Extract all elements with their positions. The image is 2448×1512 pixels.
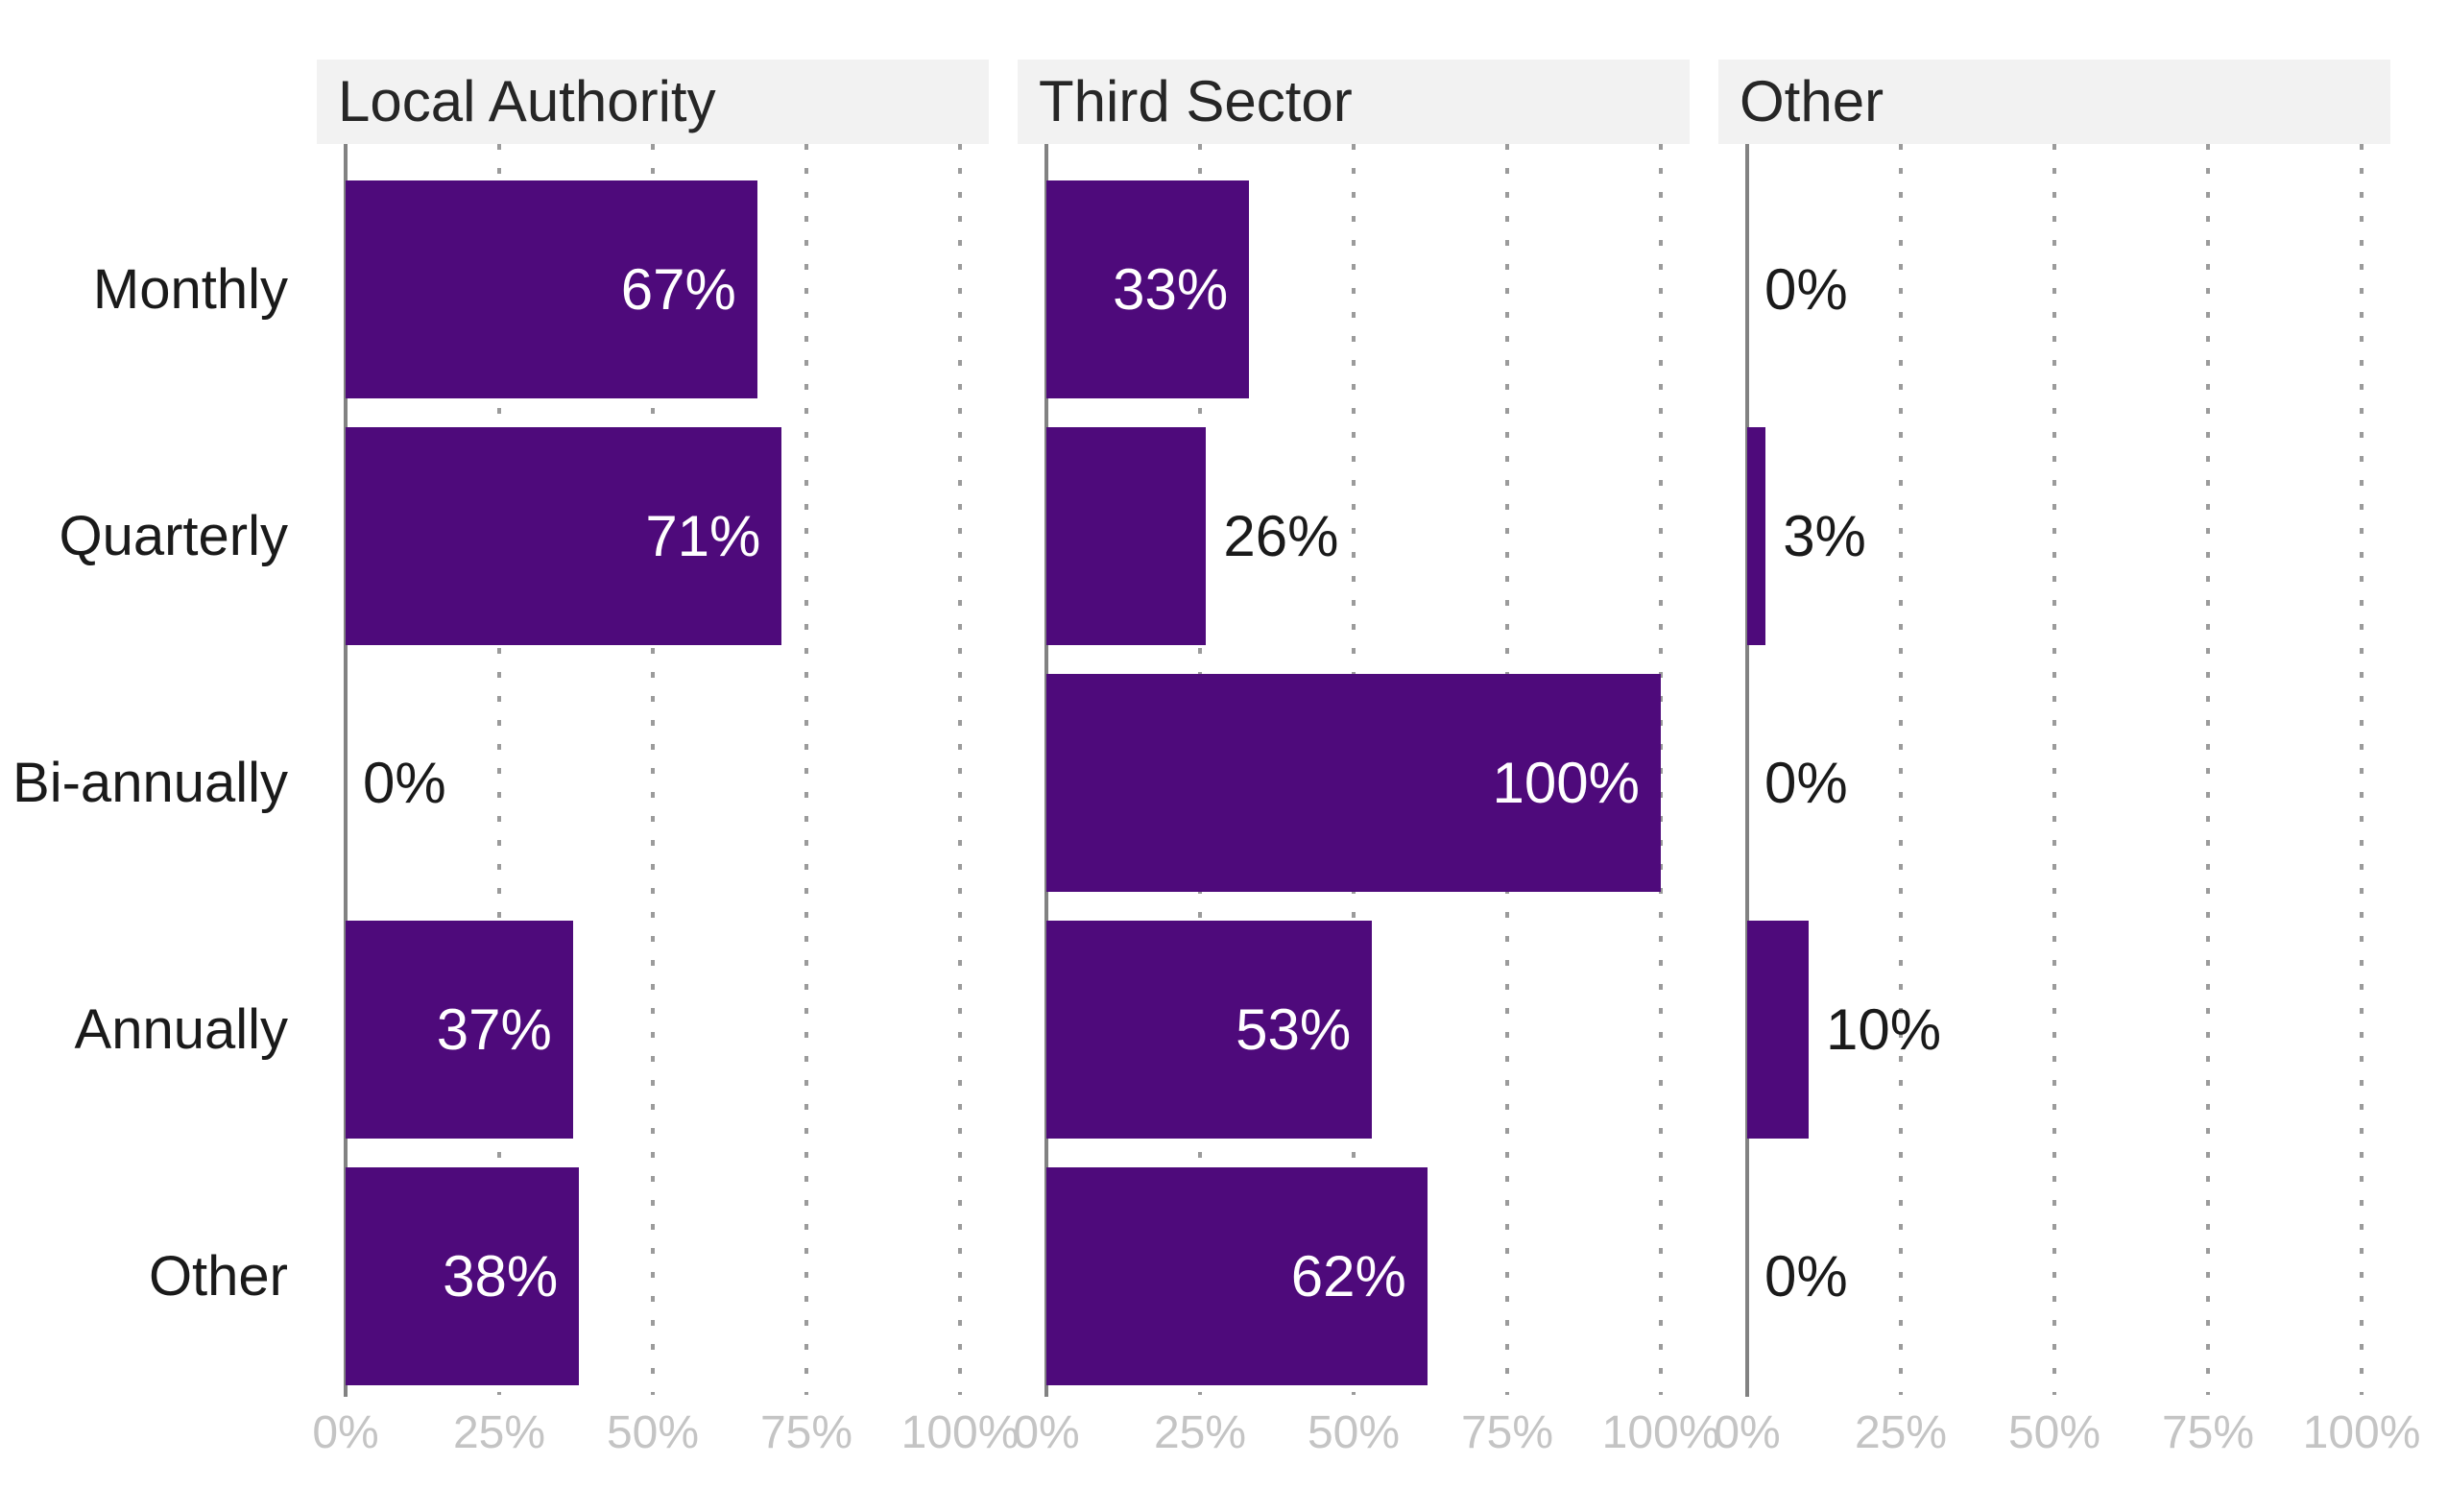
x-axis-ticks: 0% 25% 50% 75% 100%: [1013, 1387, 1719, 1476]
bar-row: 0%: [1747, 1153, 2362, 1400]
x-tick-label: 75%: [1460, 1407, 1554, 1458]
bar-row: 53%: [1046, 906, 1661, 1153]
x-tick-label: 0%: [1013, 1407, 1080, 1458]
gridline: [1659, 144, 1663, 1395]
bar-value-label: 33%: [1113, 256, 1229, 322]
bar: [1747, 921, 1809, 1139]
bar-value-label: 3%: [1783, 503, 1866, 568]
strip-title: Third Sector: [1039, 69, 1353, 133]
x-tick-label: 25%: [452, 1407, 546, 1458]
x-axis-ticks: 0% 25% 50% 75% 100%: [1714, 1387, 2420, 1476]
gridline: [2052, 144, 2056, 1395]
category-row: Annually: [0, 906, 317, 1153]
gridline: [651, 144, 655, 1395]
bar-value-label: 67%: [620, 256, 736, 322]
bar-value-label: 0%: [1764, 750, 1848, 815]
category-row: Other: [0, 1153, 317, 1400]
x-tick-label: 100%: [1601, 1407, 1720, 1458]
bar: [1046, 1167, 1428, 1385]
category-label: Bi-annually: [12, 751, 288, 814]
category-axis: Monthly Quarterly Bi-annually Annually Other: [0, 60, 317, 1512]
bar: [346, 180, 757, 398]
bar-row: 62%: [1046, 1153, 1661, 1400]
facet-strip: Local Authority: [317, 60, 989, 144]
bar-row: 38%: [346, 1153, 960, 1400]
bar-row: 37%: [346, 906, 960, 1153]
bar: [1046, 180, 1250, 398]
x-tick-label: 75%: [2161, 1407, 2255, 1458]
bar: [346, 1167, 580, 1385]
bar: [1046, 921, 1373, 1139]
bar-value-label: 62%: [1290, 1243, 1406, 1308]
category-label: Monthly: [92, 257, 288, 321]
bar: [1747, 427, 1766, 645]
x-tick-label: 25%: [1153, 1407, 1247, 1458]
x-axis-ticks: 0% 25% 50% 75% 100%: [312, 1387, 1019, 1476]
x-tick-label: 50%: [606, 1407, 700, 1458]
bar-row: 67%: [346, 166, 960, 413]
bar-value-label: 0%: [363, 750, 446, 815]
bar-value-label: 100%: [1492, 750, 1640, 815]
bar-value-label: 71%: [645, 503, 761, 568]
bar-row: 3%: [1747, 413, 2362, 660]
plot-area: 0% 3% 0% 10% 0%: [1718, 144, 2390, 1397]
gridline: [2206, 144, 2210, 1395]
axis-line: [1745, 144, 1749, 1397]
category-row: Monthly: [0, 166, 317, 413]
gridline: [958, 144, 962, 1395]
plot-area: 67% 71% 0% 37% 38%: [317, 144, 989, 1397]
facet-strip: Third Sector: [1018, 60, 1690, 144]
facet-panel: Local Authority 67% 71% 0% 37% 38% 0% 25% 50% 75%…: [312, 60, 1019, 1512]
bar: [1046, 427, 1207, 645]
facet-panels: Local Authority 67% 71% 0% 37% 38% 0% 25% 50% 75%…: [312, 60, 2420, 1512]
gridline: [804, 144, 808, 1395]
category-label: Quarterly: [59, 504, 288, 567]
bar: [346, 427, 782, 645]
bar-row: 100%: [1046, 660, 1661, 906]
category-label: Annually: [74, 997, 288, 1061]
bar-value-label: 0%: [1764, 1243, 1848, 1308]
category-label: Other: [148, 1244, 288, 1308]
category-row: Bi-annually: [0, 660, 317, 906]
bar-value-label: 37%: [436, 996, 552, 1062]
facet-panel: Other 0% 3% 0% 10% 0% 0% 25% 50% 75% 100%: [1714, 60, 2420, 1512]
bar-row: 26%: [1046, 413, 1661, 660]
facet-panel: Third Sector 33% 26% 100% 53% 62% 0% 25% 50% 75% 1…: [1013, 60, 1719, 1512]
category-row: Quarterly: [0, 413, 317, 660]
x-tick-label: 100%: [900, 1407, 1020, 1458]
bar-row: 0%: [346, 660, 960, 906]
bar-row: 0%: [1747, 660, 2362, 906]
axis-line: [344, 144, 348, 1397]
bar-row: 71%: [346, 413, 960, 660]
bar: [346, 921, 573, 1139]
x-tick-label: 75%: [759, 1407, 853, 1458]
x-tick-label: 0%: [1714, 1407, 1781, 1458]
gridline: [2360, 144, 2364, 1395]
strip-title: Local Authority: [338, 69, 716, 133]
bar-value-label: 0%: [1764, 256, 1848, 322]
bar-row: 10%: [1747, 906, 2362, 1153]
facet-strip: Other: [1718, 60, 2390, 144]
x-tick-label: 50%: [2007, 1407, 2101, 1458]
x-tick-label: 100%: [2302, 1407, 2421, 1458]
bar-value-label: 38%: [443, 1243, 559, 1308]
x-tick-label: 50%: [1307, 1407, 1401, 1458]
x-tick-label: 0%: [312, 1407, 379, 1458]
gridline: [497, 144, 501, 1395]
bar-row: 0%: [1747, 166, 2362, 413]
x-tick-label: 25%: [1854, 1407, 1948, 1458]
plot-area: 33% 26% 100% 53% 62%: [1018, 144, 1690, 1397]
strip-title: Other: [1740, 69, 1884, 133]
bar-value-label: 10%: [1826, 996, 1942, 1062]
bar-value-label: 53%: [1236, 996, 1352, 1062]
bar-row: 33%: [1046, 166, 1661, 413]
bar-value-label: 26%: [1223, 503, 1339, 568]
gridline: [1899, 144, 1903, 1395]
bar: [1046, 674, 1661, 892]
